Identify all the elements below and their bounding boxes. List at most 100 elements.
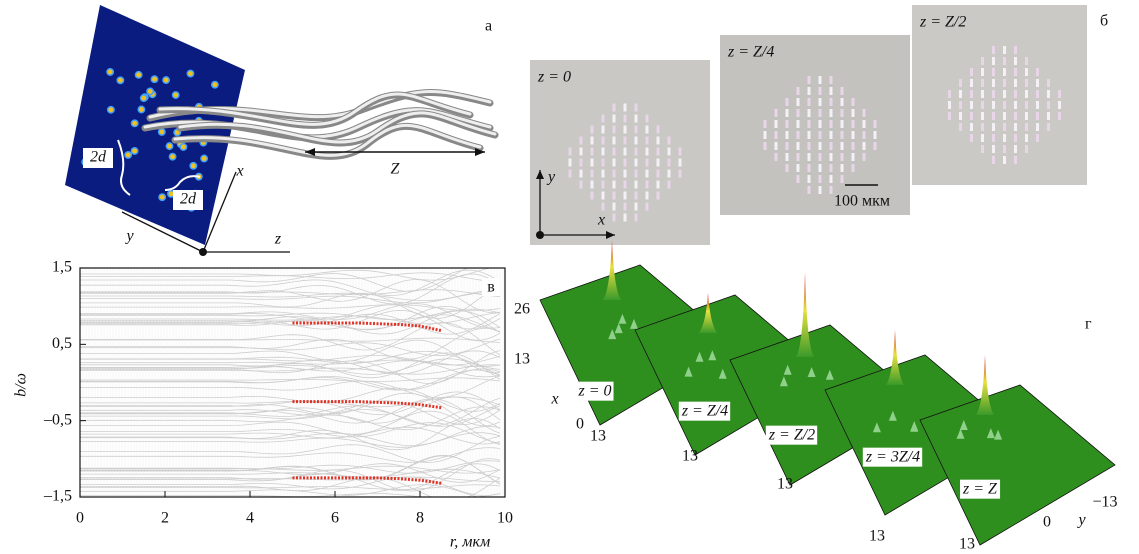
spot: [970, 134, 973, 142]
spot: [602, 181, 605, 189]
spot: [635, 126, 638, 134]
spot: [948, 101, 951, 109]
spot: [819, 142, 822, 150]
x-tick-label: 8: [416, 510, 424, 527]
axis-label: 13: [959, 536, 975, 553]
spot: [797, 175, 800, 183]
spot: [1036, 134, 1039, 142]
spot: [830, 175, 833, 183]
x-tick-label: 2: [161, 510, 169, 527]
spot: [808, 142, 811, 150]
spot: [602, 115, 605, 123]
axis-label: 13: [682, 448, 698, 465]
spot: [786, 142, 789, 150]
spot: [981, 57, 984, 65]
spot: [1025, 68, 1028, 76]
spot: [591, 170, 594, 178]
spot: [1014, 156, 1017, 164]
spot: [668, 170, 671, 178]
spot: [1058, 101, 1061, 109]
panel-letter: а: [485, 18, 492, 35]
spot: [580, 170, 583, 178]
y-tick-label: 1,5: [52, 259, 72, 276]
spot: [613, 203, 616, 211]
spot: [580, 137, 583, 145]
spot: [1003, 57, 1006, 65]
spot: [1014, 90, 1017, 98]
image-label: z = Z/2: [919, 14, 966, 31]
waveguide-dot: [166, 143, 172, 149]
spot: [569, 170, 572, 178]
spot: [624, 126, 627, 134]
spot: [992, 79, 995, 87]
spot: [668, 181, 671, 189]
y-axis-label: b/ω: [13, 373, 30, 397]
spot: [786, 109, 789, 117]
spot: [591, 137, 594, 145]
spot: [1025, 145, 1028, 153]
y-tick-label: –1,5: [43, 488, 72, 505]
spot: [992, 145, 995, 153]
origin: [199, 248, 207, 256]
spot: [569, 148, 572, 156]
figure: а2d2dxyzZ z = 0z = Z/4z = Z/2100 мкмxyб …: [0, 0, 1139, 554]
spot: [624, 181, 627, 189]
spot: [580, 148, 583, 156]
waveguide-dot: [138, 106, 144, 112]
spot: [1047, 101, 1050, 109]
spot: [841, 175, 844, 183]
axis-label: −13: [1092, 494, 1117, 511]
spot: [830, 186, 833, 194]
spot: [1036, 68, 1039, 76]
axis-label: 13: [869, 528, 885, 545]
spot: [635, 137, 638, 145]
spot: [624, 203, 627, 211]
spot: [797, 153, 800, 161]
spot: [830, 131, 833, 139]
spot: [591, 148, 594, 156]
label: x: [235, 163, 243, 180]
spot: [1003, 123, 1006, 131]
image-label: z = 0: [537, 69, 571, 86]
spot: [1003, 156, 1006, 164]
spot: [959, 101, 962, 109]
spot: [635, 148, 638, 156]
spot: [602, 203, 605, 211]
spot: [1014, 134, 1017, 142]
spot: [852, 164, 855, 172]
spot: [981, 112, 984, 120]
spot: [602, 170, 605, 178]
spot: [992, 57, 995, 65]
spot: [830, 153, 833, 161]
spot: [808, 120, 811, 128]
spot: [1047, 123, 1050, 131]
y-tick-label: –0,5: [43, 411, 72, 428]
spot: [819, 164, 822, 172]
spot: [852, 120, 855, 128]
spot: [863, 109, 866, 117]
x-tick-label: 0: [76, 510, 84, 527]
label: Z: [391, 161, 401, 178]
spot: [797, 120, 800, 128]
spot: [657, 181, 660, 189]
spot: [786, 98, 789, 106]
spot: [635, 115, 638, 123]
spot: [679, 170, 682, 178]
spot: [992, 112, 995, 120]
waveguide-dot: [172, 92, 178, 98]
waveguide-dot: [151, 76, 157, 82]
spot: [808, 87, 811, 95]
spot: [841, 153, 844, 161]
spot: [797, 142, 800, 150]
spot: [852, 98, 855, 106]
spot: [624, 214, 627, 222]
spot: [808, 109, 811, 117]
spot: [602, 137, 605, 145]
scale-label: 100 мкм: [834, 193, 890, 210]
spot: [657, 159, 660, 167]
x-tick-label: 10: [497, 510, 513, 527]
spot: [668, 137, 671, 145]
spot: [613, 170, 616, 178]
spot: [679, 148, 682, 156]
waveguide-dot: [159, 194, 165, 200]
